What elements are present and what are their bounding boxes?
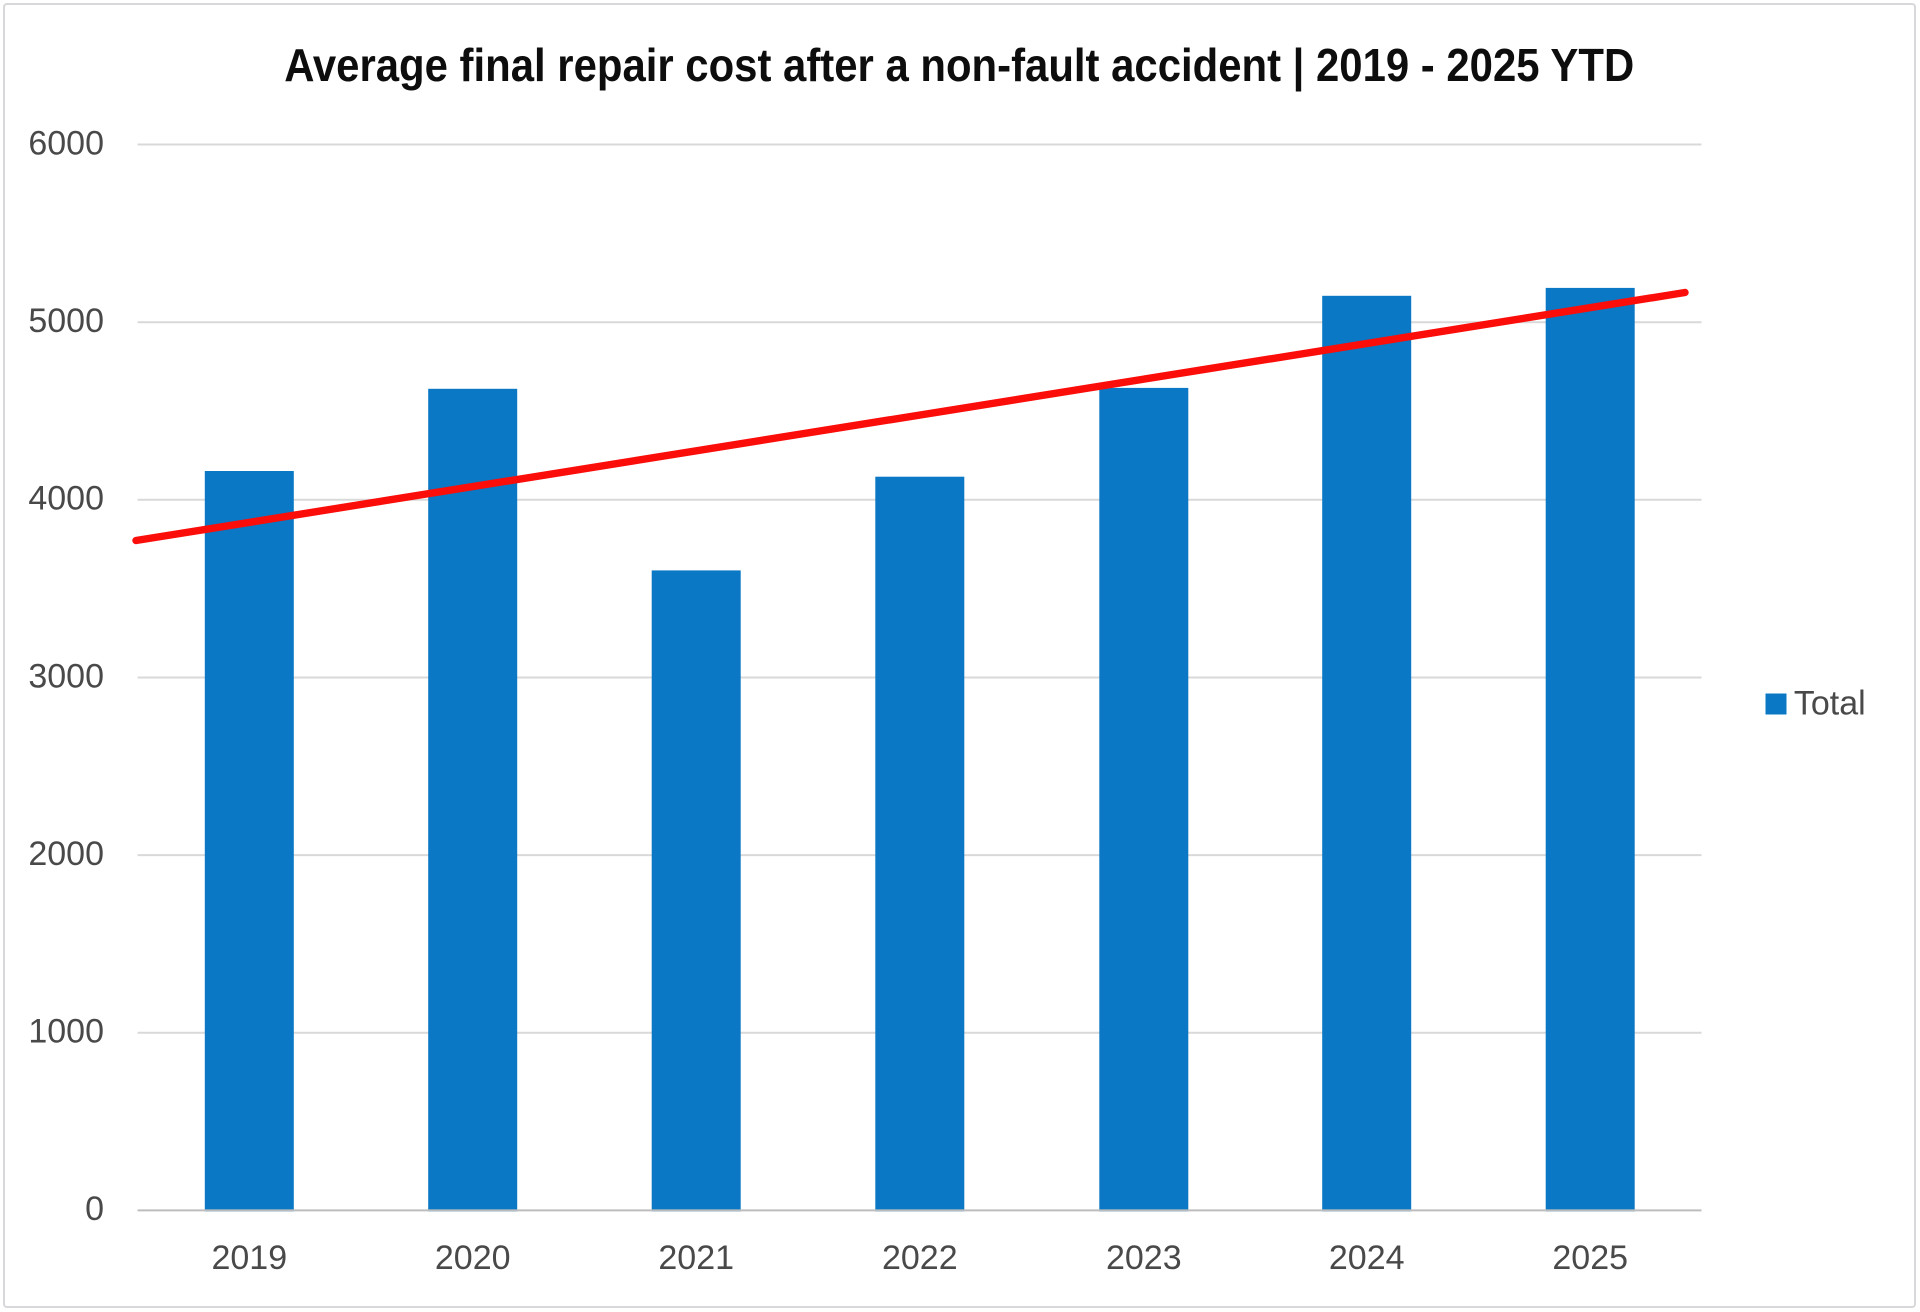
svg-text:2025: 2025 [1552,1239,1628,1277]
svg-text:1000: 1000 [28,1013,104,1051]
svg-text:6000: 6000 [28,124,104,162]
svg-text:2000: 2000 [28,835,104,873]
svg-text:2022: 2022 [882,1239,958,1277]
svg-text:2021: 2021 [658,1239,734,1277]
svg-text:2023: 2023 [1106,1239,1182,1277]
svg-text:2019: 2019 [211,1239,287,1277]
svg-text:5000: 5000 [28,302,104,340]
svg-text:2020: 2020 [435,1239,511,1277]
svg-text:4000: 4000 [28,480,104,518]
svg-text:Average final repair cost afte: Average final repair cost after a non-fa… [284,39,1634,91]
svg-text:Total: Total [1794,685,1866,723]
svg-text:0: 0 [85,1190,104,1228]
svg-text:3000: 3000 [28,657,104,695]
svg-text:2024: 2024 [1329,1239,1405,1277]
